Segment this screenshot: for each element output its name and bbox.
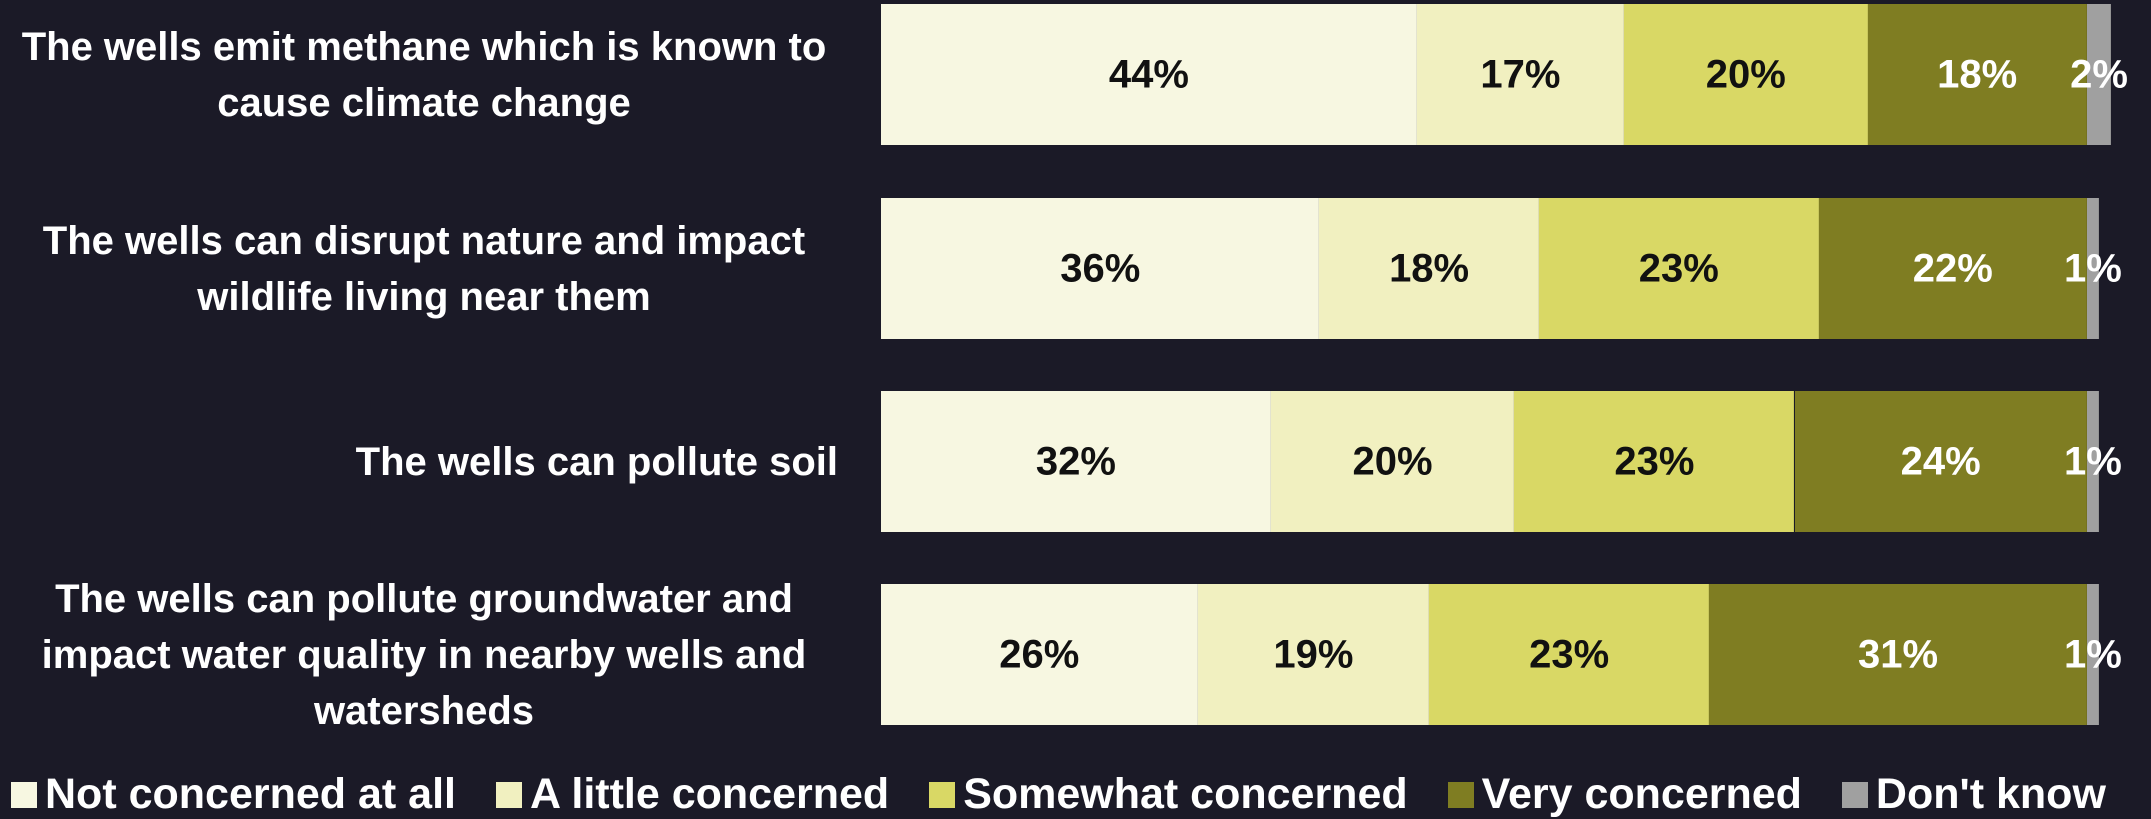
legend-label: Very concerned bbox=[1481, 770, 1802, 818]
value-label: 18% bbox=[1389, 246, 1470, 290]
bar-segment bbox=[2086, 584, 2099, 725]
bar-segment bbox=[1416, 4, 1624, 145]
bar-segment bbox=[881, 4, 1417, 145]
bar-segment bbox=[1514, 391, 1795, 532]
legend-item: Very concerned bbox=[1447, 770, 1802, 819]
value-label: 24% bbox=[1900, 439, 1981, 483]
legend-label: Don't know bbox=[1875, 770, 2106, 818]
bar-segment bbox=[881, 391, 1271, 532]
value-label: 1% bbox=[2064, 246, 2122, 290]
legend-swatch bbox=[11, 781, 37, 808]
legend-swatch bbox=[929, 781, 956, 808]
bar-segment bbox=[1818, 198, 2087, 339]
bar-segment bbox=[1623, 4, 1868, 145]
bar-segment bbox=[2086, 391, 2099, 532]
legend: Not concerned at all A little concerned So… bbox=[11, 770, 2106, 819]
value-label: 17% bbox=[1480, 52, 1561, 96]
category-label: The wells can pollute soil bbox=[355, 439, 838, 484]
bar-segment bbox=[1709, 584, 2087, 725]
legend-item: Don't know bbox=[1841, 770, 2106, 819]
value-label: 23% bbox=[1638, 246, 1719, 290]
legend-swatch bbox=[1841, 781, 1868, 808]
bar-segment bbox=[881, 198, 1320, 339]
value-label: 31% bbox=[1857, 632, 1939, 676]
bar-segment bbox=[1794, 391, 2087, 532]
value-label: 20% bbox=[1352, 439, 1433, 483]
value-label: 26% bbox=[999, 632, 1080, 676]
bar-segment bbox=[1197, 584, 1430, 725]
bar-segment bbox=[1867, 4, 2087, 145]
bar-segment bbox=[1538, 198, 1819, 339]
legend-swatch bbox=[1447, 781, 1474, 808]
value-label: 23% bbox=[1614, 439, 1695, 483]
value-label: 18% bbox=[1937, 52, 2018, 96]
legend-item: Not concerned at all bbox=[11, 770, 456, 819]
value-label: 19% bbox=[1273, 632, 1354, 676]
value-label: 32% bbox=[1035, 439, 1116, 483]
legend-item: Somewhat concerned bbox=[929, 770, 1408, 819]
category-label-box: The wells emit methane which is known to… bbox=[10, 4, 838, 145]
value-label: 1% bbox=[2064, 632, 2122, 676]
category-label-box: The wells can disrupt nature and impact … bbox=[10, 198, 838, 339]
bar-segment bbox=[881, 584, 1198, 725]
category-label-box: The wells can pollute soil bbox=[10, 391, 838, 532]
bar-segment bbox=[2086, 4, 2112, 145]
category-label: The wells can pollute groundwater and im… bbox=[41, 576, 807, 733]
category-label-box: The wells can pollute groundwater and im… bbox=[10, 577, 838, 733]
value-label: 2% bbox=[2070, 52, 2128, 96]
bar-segment bbox=[1270, 391, 1515, 532]
bar-segment bbox=[1319, 198, 1539, 339]
category-label: The wells can disrupt nature and impact … bbox=[42, 218, 806, 319]
bar-segment bbox=[2086, 198, 2099, 339]
bar-segment bbox=[1429, 584, 1710, 725]
value-label: 23% bbox=[1529, 632, 1610, 676]
legend-item: A little concerned bbox=[495, 770, 890, 819]
legend-label: Somewhat concerned bbox=[963, 770, 1408, 818]
legend-swatch bbox=[495, 781, 522, 808]
value-label: 1% bbox=[2064, 439, 2122, 483]
value-label: 36% bbox=[1060, 246, 1141, 290]
value-label: 44% bbox=[1108, 52, 1189, 96]
legend-label: A little concerned bbox=[529, 770, 890, 818]
value-label: 20% bbox=[1705, 52, 1786, 96]
value-label: 22% bbox=[1912, 246, 1993, 290]
legend-label: Not concerned at all bbox=[45, 770, 456, 818]
category-label: The wells emit methane which is known to… bbox=[21, 24, 827, 125]
